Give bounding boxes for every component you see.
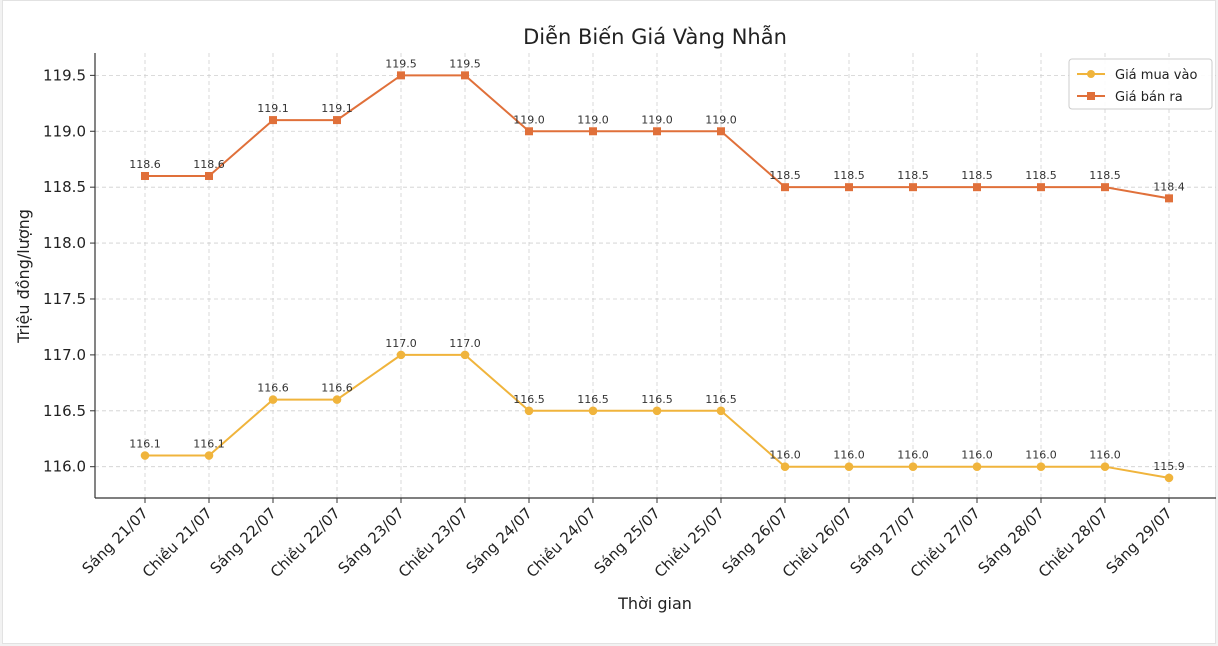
data-label: 116.6 — [321, 382, 353, 395]
data-point-marker — [652, 406, 662, 416]
data-point-marker — [1036, 462, 1046, 471]
data-label: 116.5 — [513, 393, 545, 406]
data-point-marker — [1164, 473, 1174, 483]
data-point-marker — [780, 462, 790, 471]
data-label: 116.0 — [769, 449, 801, 462]
data-point-marker — [716, 406, 726, 416]
data-point-marker — [333, 116, 341, 125]
data-point-marker — [269, 116, 277, 125]
data-point-marker — [588, 406, 598, 416]
data-label: 119.0 — [577, 113, 609, 126]
data-label: 118.6 — [129, 158, 161, 171]
data-label: 118.4 — [1153, 180, 1185, 193]
data-point-marker — [268, 395, 278, 404]
data-label: 116.0 — [961, 449, 993, 462]
data-point-marker — [589, 127, 597, 136]
axes — [94, 53, 1216, 499]
y-tick-label: 117.0 — [43, 346, 86, 364]
y-tick-label: 119.0 — [43, 122, 86, 140]
y-ticks: 116.0 116.5 117.0 117.5 118.0 118.5 119.0 119.5 — [43, 66, 95, 476]
data-label: 116.5 — [577, 393, 609, 406]
data-point-marker — [781, 183, 789, 192]
data-point-marker — [524, 406, 534, 416]
data-point-marker — [1100, 462, 1110, 471]
data-label: 118.5 — [961, 169, 993, 182]
data-point-marker — [1165, 194, 1173, 203]
data-label: 116.6 — [257, 382, 289, 395]
data-label: 118.5 — [897, 169, 929, 182]
y-tick-label: 118.0 — [43, 234, 86, 252]
legend-marker-mua-vao — [1087, 70, 1095, 78]
data-label: 117.0 — [385, 337, 417, 350]
data-point-marker — [461, 71, 469, 80]
data-point-marker — [717, 127, 725, 136]
data-point-marker — [204, 451, 214, 460]
data-label: 118.5 — [769, 169, 801, 182]
data-point-marker — [397, 71, 405, 80]
line-chart: 116.0 116.5 117.0 117.5 118.0 118.5 119.0 119.5… — [14, 24, 1216, 613]
data-label: 118.6 — [193, 158, 225, 171]
legend: Giá mua vào Giá bán ra — [1068, 58, 1213, 110]
data-label: 118.5 — [1025, 169, 1057, 182]
data-label: 118.5 — [833, 169, 865, 182]
data-label: 116.0 — [1089, 449, 1121, 462]
data-label: 119.1 — [321, 102, 353, 115]
data-label: 119.1 — [257, 102, 289, 115]
y-tick-label: 118.5 — [43, 178, 86, 196]
data-label: 116.0 — [1025, 449, 1057, 462]
data-label: 116.1 — [129, 438, 161, 451]
data-label: 118.5 — [1089, 169, 1121, 182]
data-label: 116.0 — [833, 449, 865, 462]
data-point-marker — [908, 462, 918, 471]
data-point-marker — [1037, 183, 1045, 192]
data-label: 119.0 — [705, 113, 737, 126]
data-label: 116.5 — [641, 393, 673, 406]
data-point-marker — [525, 127, 533, 136]
data-point-marker — [205, 171, 213, 180]
data-point-marker — [141, 171, 149, 180]
data-label: 117.0 — [449, 337, 481, 350]
data-point-marker — [909, 183, 917, 192]
data-label: 116.0 — [897, 449, 929, 462]
x-axis-label: Thời gian — [617, 594, 692, 613]
data-label: 115.9 — [1153, 460, 1185, 473]
data-label: 116.1 — [193, 438, 225, 451]
legend-label-ban-ra: Giá bán ra — [1115, 90, 1183, 105]
data-point-marker — [844, 462, 854, 471]
data-point-marker — [653, 127, 661, 136]
y-axis-label: Triệu đồng/lượng — [14, 209, 33, 344]
data-point-marker — [972, 462, 982, 471]
data-point-marker — [1101, 183, 1109, 192]
y-tick-label: 116.0 — [43, 458, 86, 476]
data-point-marker — [845, 183, 853, 192]
data-point-marker — [460, 350, 470, 360]
legend-label-mua-vao: Giá mua vào — [1115, 68, 1197, 83]
x-tick-label: Sáng 29/07 — [1102, 504, 1175, 577]
data-point-marker — [973, 183, 981, 192]
y-tick-label: 117.5 — [43, 290, 86, 308]
data-point-marker — [332, 395, 342, 404]
data-label: 119.0 — [513, 113, 545, 126]
data-point-marker — [140, 451, 150, 460]
data-label: 116.5 — [705, 393, 737, 406]
data-point-marker — [396, 350, 406, 360]
data-label: 119.5 — [449, 57, 481, 70]
y-tick-label: 116.5 — [43, 402, 86, 420]
data-label: 119.0 — [641, 113, 673, 126]
y-tick-label: 119.5 — [43, 66, 86, 84]
chart-title: Diễn Biến Giá Vàng Nhẫn — [523, 24, 787, 49]
legend-marker-ban-ra — [1087, 92, 1095, 100]
data-label: 119.5 — [385, 57, 417, 70]
series-group: 116.1 116.1 116.6 116.6 117.0 117.0 116.5 116.5… — [129, 57, 1185, 483]
